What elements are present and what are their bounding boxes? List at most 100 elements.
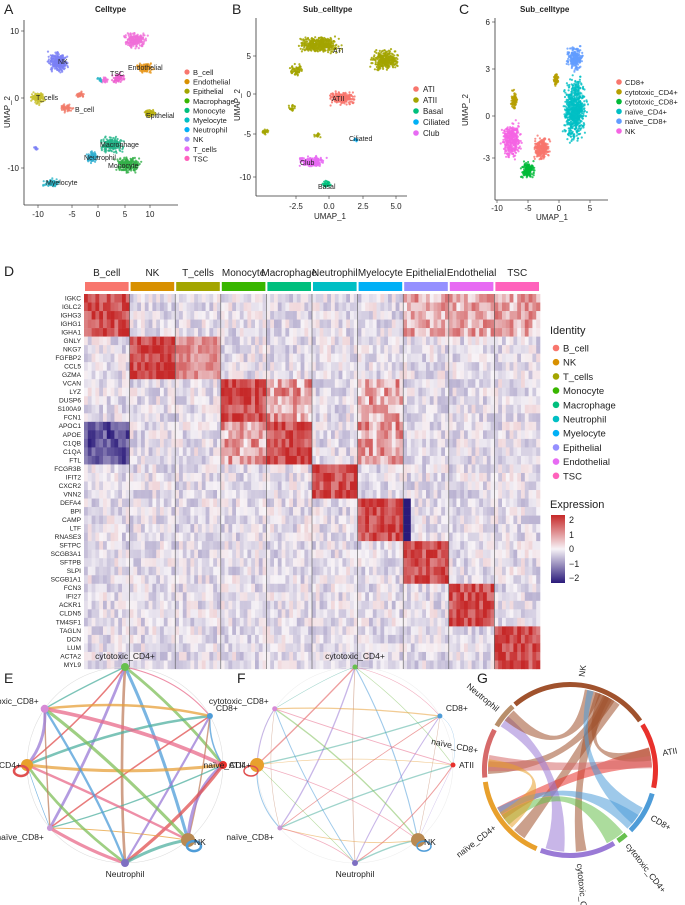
umap-point	[577, 122, 580, 125]
umap-point	[503, 129, 506, 132]
umap-point	[522, 160, 526, 163]
umap-point	[567, 123, 570, 126]
umap-point	[106, 80, 109, 83]
umap-point	[511, 127, 514, 130]
panel-a-xticks: -10 -5 0 5 10	[32, 205, 155, 219]
umap-point	[543, 138, 546, 141]
umap-point	[55, 58, 59, 61]
umap-point	[535, 142, 538, 145]
umap-point	[585, 111, 589, 114]
umap-point	[514, 151, 518, 154]
umap-point	[60, 54, 64, 57]
legend-swatch	[184, 79, 190, 85]
panel-c-title: Sub_celltype	[520, 5, 570, 14]
panel-a-letter: A	[4, 1, 14, 17]
umap-point	[518, 133, 522, 136]
umap-point	[131, 37, 134, 40]
umap-point	[580, 127, 583, 130]
umap-point	[505, 155, 508, 158]
legend-label: CD8+	[625, 78, 645, 87]
umap-point	[75, 94, 78, 97]
umap-point	[141, 41, 144, 44]
umap-point	[79, 94, 82, 97]
umap-point	[334, 90, 337, 93]
y-tick-label: 0	[486, 112, 491, 121]
umap-point	[122, 74, 125, 77]
umap-point	[567, 94, 570, 97]
umap-point	[510, 89, 514, 92]
umap-point	[512, 88, 516, 91]
umap-point	[56, 55, 59, 59]
umap-point	[143, 34, 146, 37]
umap-point	[577, 80, 580, 83]
umap-point	[291, 108, 294, 112]
umap-point	[141, 71, 144, 74]
umap-point	[514, 146, 517, 149]
umap-point	[312, 38, 315, 41]
umap-point	[140, 65, 143, 68]
umap-point	[115, 73, 118, 76]
umap-point	[304, 38, 307, 41]
umap-point	[575, 120, 578, 123]
umap-point	[325, 156, 328, 159]
umap-point	[319, 156, 322, 159]
umap-point	[577, 84, 580, 87]
y-tick-label: 6	[486, 18, 491, 27]
umap-point	[384, 52, 387, 55]
umap-point	[576, 48, 580, 51]
umap-point	[513, 98, 516, 101]
umap-point	[149, 71, 152, 74]
umap-point	[323, 40, 326, 43]
umap-point	[394, 50, 397, 53]
umap-point	[566, 108, 569, 111]
umap-point	[582, 108, 586, 111]
umap-point	[104, 77, 107, 80]
umap-point	[576, 117, 579, 120]
umap-point	[60, 107, 63, 110]
umap-point	[137, 67, 140, 70]
umap-point	[532, 171, 535, 174]
cluster-label: ATII	[332, 96, 344, 103]
umap-point	[303, 40, 306, 43]
umap-point	[126, 41, 129, 44]
umap-point	[583, 88, 586, 91]
legend-label: TSC	[193, 154, 209, 163]
umap-point	[56, 68, 59, 71]
umap-point	[60, 64, 63, 67]
umap-point	[579, 86, 582, 89]
umap-point	[348, 103, 351, 106]
cluster-label: NK	[58, 59, 68, 66]
umap-point	[66, 61, 69, 65]
umap-point	[393, 63, 396, 66]
umap-point	[576, 139, 579, 142]
umap-point	[293, 107, 296, 110]
umap-point	[96, 76, 99, 80]
umap-point	[573, 51, 576, 55]
umap-point	[115, 80, 118, 83]
umap-point	[378, 56, 381, 59]
umap-point	[63, 67, 66, 70]
umap-point	[68, 109, 71, 112]
umap-point	[574, 80, 577, 83]
umap-point	[525, 167, 528, 170]
umap-point	[50, 54, 53, 58]
umap-point	[49, 60, 52, 63]
legend-label: Basal	[423, 107, 443, 116]
umap-point	[30, 93, 34, 96]
umap-point	[515, 131, 518, 134]
umap-point	[583, 100, 586, 103]
umap-point	[543, 155, 546, 158]
umap-point	[306, 155, 310, 158]
umap-point	[55, 64, 58, 67]
panel-c-points	[499, 45, 590, 179]
umap-point	[263, 128, 266, 131]
y-tick-label: 3	[486, 65, 491, 74]
umap-point	[523, 171, 526, 175]
panel-a-ylabel: UMAP_2	[3, 95, 12, 128]
umap-point	[56, 51, 59, 54]
umap-point	[50, 57, 54, 60]
legend-swatch	[184, 117, 190, 123]
umap-point	[565, 114, 568, 117]
umap-point	[579, 114, 582, 118]
